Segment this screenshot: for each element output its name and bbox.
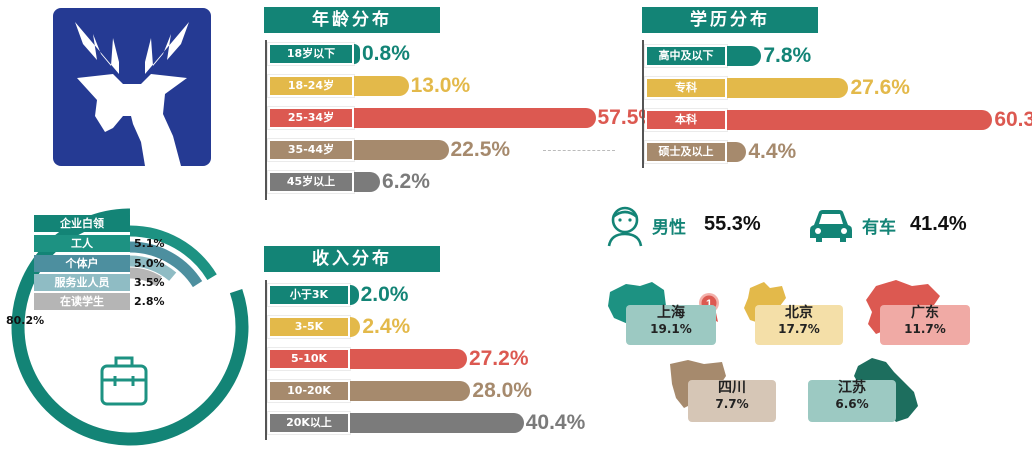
income-bar xyxy=(350,317,361,337)
income-bar xyxy=(350,349,467,369)
occupation-label: 个体户 xyxy=(34,255,130,272)
income-bar xyxy=(350,413,524,433)
age-bar xyxy=(354,76,409,96)
dashed-connector xyxy=(543,150,615,151)
education-value: 27.6% xyxy=(850,76,910,99)
male-icon xyxy=(606,205,644,247)
income-label: 3-5K xyxy=(267,315,351,339)
age-bar xyxy=(354,108,596,128)
age-value: 13.0% xyxy=(410,74,471,97)
education-bar xyxy=(727,110,993,130)
age-label: 18岁以下 xyxy=(267,42,355,66)
donut-slice-1 xyxy=(129,225,217,281)
education-bar xyxy=(727,46,762,66)
rank-badge-number: 1 xyxy=(706,298,712,310)
education-label: 专科 xyxy=(644,76,728,100)
car-label: 有车 xyxy=(862,218,896,238)
city-value: 17.7% xyxy=(778,322,820,336)
age-label: 35-44岁 xyxy=(267,138,355,162)
age-bar xyxy=(354,172,381,192)
car-value: 41.4% xyxy=(910,213,967,235)
income-value: 40.4% xyxy=(525,411,586,434)
income-label: 5-10K xyxy=(267,347,351,371)
education-value: 4.4% xyxy=(748,140,797,163)
education-label: 硕士及以上 xyxy=(644,140,728,164)
income-bar xyxy=(350,381,471,401)
income-value: 28.0% xyxy=(472,379,532,402)
male-value: 55.3% xyxy=(704,213,761,235)
age-label: 45岁以上 xyxy=(267,170,355,194)
occupation-value: 80.2% xyxy=(6,314,45,327)
occupation-label: 在读学生 xyxy=(34,293,130,310)
age-title: 年龄分布 xyxy=(264,7,440,33)
age-value: 22.5% xyxy=(450,138,511,161)
education-value: 7.8% xyxy=(763,44,812,67)
city-name: 上海 xyxy=(657,305,685,321)
briefcase-icon xyxy=(96,350,152,410)
city-value: 19.1% xyxy=(650,322,692,336)
deer-icon xyxy=(75,22,189,166)
income-axis xyxy=(265,280,267,440)
income-label: 20K以上 xyxy=(267,411,351,435)
education-label: 本科 xyxy=(644,108,728,132)
age-label: 25-34岁 xyxy=(267,106,355,130)
city-name: 北京 xyxy=(785,305,813,321)
deer-logo xyxy=(53,8,211,166)
city-guangdong: 广东 11.7% xyxy=(880,305,970,345)
city-jiangsu: 江苏 6.6% xyxy=(808,380,896,422)
income-value: 27.2% xyxy=(468,347,529,370)
education-bar xyxy=(727,78,849,98)
city-shanghai: 上海 19.1% xyxy=(626,305,716,345)
city-value: 11.7% xyxy=(904,322,946,336)
age-value: 0.8% xyxy=(362,42,410,65)
occupation-value: 5.1% xyxy=(134,237,165,250)
male-label: 男性 xyxy=(652,218,686,238)
occupation-value: 3.5% xyxy=(134,276,165,289)
city-name: 江苏 xyxy=(838,380,866,396)
age-value: 6.2% xyxy=(382,170,430,193)
age-bar xyxy=(354,44,360,64)
age-label: 18-24岁 xyxy=(267,74,355,98)
city-sichuan: 四川 7.7% xyxy=(688,380,776,422)
age-bar xyxy=(354,140,449,160)
occupation-label: 企业白领 xyxy=(34,215,130,232)
income-label: 小于3K xyxy=(267,283,351,307)
donut-slice-3 xyxy=(129,255,177,282)
occupation-value: 5.0% xyxy=(134,257,165,270)
income-bar xyxy=(350,285,359,305)
income-value: 2.4% xyxy=(362,315,411,338)
city-name: 广东 xyxy=(911,305,939,321)
city-name: 四川 xyxy=(718,380,746,396)
city-value: 6.6% xyxy=(835,397,869,411)
occupation-label: 工人 xyxy=(34,235,130,252)
occupation-label: 服务业人员 xyxy=(34,274,130,291)
education-axis xyxy=(642,40,644,168)
age-axis xyxy=(265,40,267,200)
education-title: 学历分布 xyxy=(642,7,818,33)
donut-slice-2 xyxy=(129,241,203,288)
education-value: 60.3% xyxy=(994,108,1032,131)
donut-slice-4 xyxy=(129,267,162,287)
income-label: 10-20K xyxy=(267,379,351,403)
education-label: 高中及以下 xyxy=(644,44,728,68)
education-bar xyxy=(727,142,747,162)
car-icon xyxy=(808,205,854,245)
income-value: 2.0% xyxy=(360,283,409,306)
city-beijing: 北京 17.7% xyxy=(755,305,843,345)
income-title: 收入分布 xyxy=(264,246,440,272)
occupation-value: 2.8% xyxy=(134,295,165,308)
city-value: 7.7% xyxy=(715,397,749,411)
